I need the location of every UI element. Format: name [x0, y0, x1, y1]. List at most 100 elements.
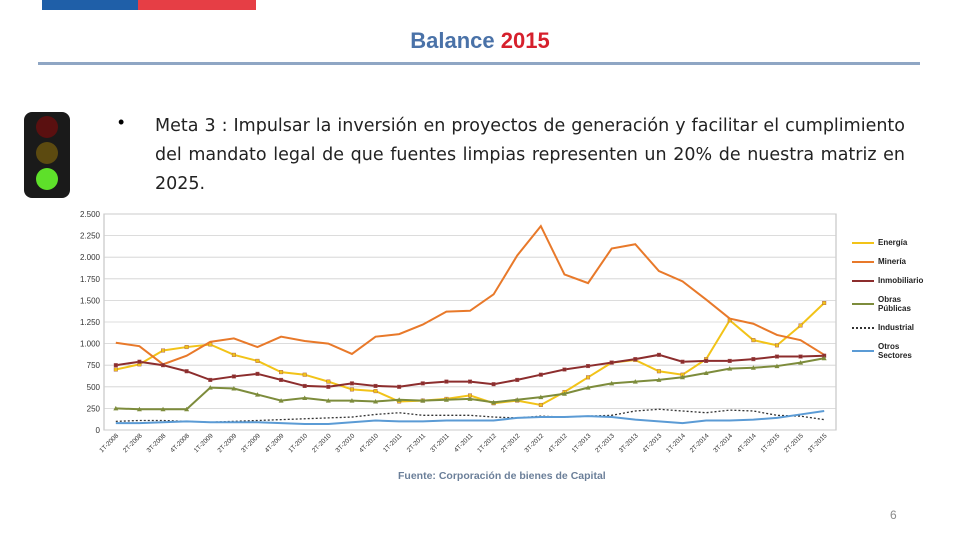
page-number: 6 — [890, 508, 897, 522]
x-tick-label: 1T-2011 — [382, 432, 404, 454]
point-marker — [136, 406, 142, 412]
y-tick-label: 250 — [87, 404, 101, 413]
point-marker — [585, 385, 591, 390]
legend: Energía Minería Inmobiliario Obras Públicas… — [852, 238, 932, 370]
point-marker — [373, 383, 378, 388]
point-marker — [468, 379, 473, 384]
legend-label: Otros Sectores — [878, 342, 912, 360]
point-marker — [255, 371, 260, 376]
x-tick-label: 4T-2012 — [547, 432, 569, 454]
point-marker — [821, 355, 827, 361]
point-marker — [609, 380, 615, 386]
x-tick-label: 2T-2015 — [783, 432, 805, 454]
flag-blue — [42, 0, 138, 10]
point-marker — [680, 374, 686, 380]
point-marker — [774, 343, 779, 348]
legend-label: Obras Públicas — [878, 295, 911, 313]
x-tick-label: 1T-2010 — [287, 432, 309, 454]
x-tick-label: 3T-2009 — [240, 432, 262, 454]
legend-item: Minería — [852, 257, 932, 266]
y-tick-label: 750 — [87, 361, 101, 370]
x-tick-label: 2T-2014 — [689, 432, 711, 454]
point-marker — [302, 372, 307, 377]
legend-label: Energía — [878, 238, 908, 247]
y-tick-label: 1.500 — [80, 296, 101, 305]
legend-label: Inmobiliario — [878, 276, 924, 285]
x-tick-label: 2T-2009 — [216, 432, 238, 454]
y-tick-label: 0 — [96, 426, 101, 435]
point-marker — [586, 364, 591, 369]
point-marker — [632, 379, 638, 384]
point-marker — [798, 360, 804, 365]
point-marker — [373, 398, 379, 404]
x-tick-label: 4T-2014 — [736, 432, 758, 454]
x-tick-label: 2T-2012 — [500, 432, 522, 454]
x-tick-label: 2T-2011 — [406, 432, 428, 454]
point-marker — [326, 379, 331, 384]
y-tick-label: 1.750 — [80, 275, 101, 284]
point-marker — [161, 348, 166, 353]
point-marker — [656, 352, 661, 357]
point-marker — [609, 360, 614, 365]
x-tick-label: 4T-2013 — [641, 432, 663, 454]
y-tick-label: 2.500 — [80, 210, 101, 219]
bullet-text: Meta 3 : Impulsar la inversión en proyec… — [155, 116, 905, 194]
point-marker — [491, 382, 496, 387]
x-tick-label: 4T-2010 — [358, 432, 380, 454]
source: Fuente: Corporación de bienes de Capital — [398, 470, 606, 482]
x-tick-label: 3T-2014 — [712, 432, 734, 454]
point-marker — [798, 323, 803, 328]
point-marker — [325, 398, 331, 403]
point-marker — [396, 397, 402, 402]
point-marker — [207, 385, 213, 390]
point-marker — [774, 363, 780, 369]
point-marker — [562, 367, 567, 372]
legend-swatch — [852, 279, 874, 282]
point-marker — [208, 377, 213, 382]
point-marker — [161, 363, 166, 368]
point-marker — [561, 391, 567, 396]
point-marker — [420, 398, 426, 403]
point-marker — [751, 357, 756, 362]
x-tick-label: 3T-2010 — [335, 432, 357, 454]
legend-label: Minería — [878, 257, 907, 266]
point-marker — [751, 338, 756, 343]
x-tick-label: 1T-2012 — [476, 432, 498, 454]
chart: 0 250 500 750 1.000 1.250 1.500 1.750 2.000 2.250… — [80, 210, 837, 454]
series-line — [115, 302, 825, 406]
legend-item: Obras Públicas — [852, 295, 932, 313]
point-marker — [113, 405, 119, 411]
legend-swatch — [852, 350, 874, 352]
legend-label: Industrial — [878, 323, 915, 332]
series-line — [115, 224, 825, 366]
point-marker — [279, 370, 284, 375]
y-tick-label: 2.000 — [80, 253, 101, 262]
title-text: Balance — [410, 28, 495, 53]
point-marker — [279, 377, 284, 382]
point-marker — [113, 363, 118, 368]
point-marker — [349, 381, 354, 386]
legend-item: Otros Sectores — [852, 342, 932, 360]
traffic-light — [24, 112, 70, 198]
point-marker — [184, 406, 190, 412]
point-marker — [798, 354, 803, 359]
x-tick-label: 3T-2013 — [618, 432, 640, 454]
point-marker — [255, 358, 260, 363]
point-marker — [515, 377, 520, 382]
y-tick-label: 1.000 — [80, 340, 101, 349]
x-tick-label: 4T-2011 — [453, 432, 475, 454]
series-line — [115, 357, 825, 411]
title-year: 2015 — [500, 28, 550, 53]
point-marker — [822, 300, 827, 305]
bullet-dot: • — [118, 112, 125, 132]
point-marker — [704, 358, 709, 363]
y-tick-label: 1.250 — [80, 318, 101, 327]
point-marker — [538, 394, 544, 400]
point-marker — [302, 383, 307, 388]
x-tick-label: 1T-2009 — [193, 432, 215, 454]
x-tick-label: 1T-2013 — [571, 432, 593, 454]
legend-swatch — [852, 326, 874, 329]
x-tick-label: 2T-2010 — [311, 432, 333, 454]
point-marker — [443, 397, 449, 402]
x-tick-label: 1T-2008 — [98, 432, 120, 454]
